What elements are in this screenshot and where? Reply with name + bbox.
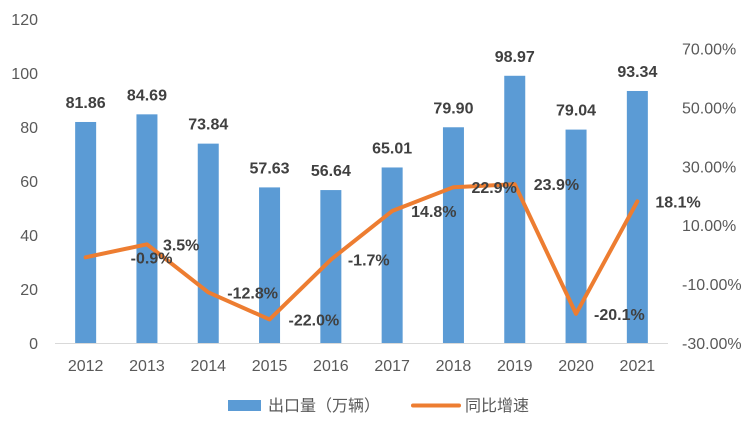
line-label-2018: 22.9% [471, 180, 516, 197]
left-y-axis: 0 20 40 60 80 100 120 [11, 12, 38, 353]
bar-2016 [320, 190, 342, 343]
x-tick-label: 2012 [68, 358, 104, 375]
x-tick-label: 2013 [129, 358, 165, 375]
line-label-2020: -20.1% [594, 307, 645, 324]
growth-rate-line [83, 182, 640, 322]
line-label-2017: 14.8% [411, 204, 456, 221]
left-tick-label: 100 [11, 66, 38, 83]
legend-bar-key [228, 400, 261, 411]
bar-label-2019: 98.97 [495, 49, 535, 66]
line-label-2012: -0.9% [131, 250, 173, 267]
left-tick-label: 20 [20, 282, 38, 299]
bar-data-labels: 81.86 84.69 73.84 57.63 56.64 65.01 79.90 98.97… [66, 49, 658, 180]
left-tick-label: 80 [20, 120, 38, 137]
legend-label-export-volume: 出口量（万辆） [268, 396, 380, 415]
line-label-2013: 3.5% [163, 237, 199, 254]
left-tick-label: 40 [20, 228, 38, 245]
bar-label-2013: 84.69 [127, 87, 167, 104]
bar-label-2018: 79.90 [433, 100, 473, 117]
x-tick-label: 2017 [374, 358, 410, 375]
right-tick-label: 10.00% [682, 218, 736, 235]
bar-2020 [565, 129, 587, 343]
line-label-2019: 23.9% [534, 177, 579, 194]
bar-label-2012: 81.86 [66, 95, 106, 112]
x-tick-label: 2020 [558, 358, 594, 375]
right-y-axis: -30.00% -10.00% 10.00% 30.00% 50.00% 70.00% [682, 41, 742, 353]
bar-2013 [136, 114, 158, 343]
line-data-labels: -0.9%3.5% -12.8% -22.0% -1.7% 14.8% 22.9% 23.9… [131, 177, 701, 329]
x-tick-label: 2019 [497, 358, 533, 375]
line-label-2014: -12.8% [227, 285, 278, 302]
bar-2012 [75, 121, 97, 343]
x-axis: 2012 2013 2014 2015 2016 2017 2018 2019 2020 2021 [68, 358, 655, 375]
bar-series [75, 75, 648, 344]
bar-label-2016: 56.64 [311, 163, 351, 180]
right-tick-label: 70.00% [682, 41, 736, 58]
bar-2015 [259, 187, 281, 343]
bar-label-2014: 73.84 [188, 117, 228, 134]
left-tick-label: 60 [20, 174, 38, 191]
left-tick-label: 0 [29, 336, 38, 353]
line-label-2021: 18.1% [655, 194, 700, 211]
bar-label-2020: 79.04 [556, 103, 596, 120]
bar-2017 [381, 167, 403, 343]
right-tick-label: -30.00% [682, 336, 742, 353]
bar-2021 [626, 90, 648, 343]
bar-label-2015: 57.63 [250, 160, 290, 177]
x-tick-label: 2014 [190, 358, 226, 375]
bar-2014 [197, 143, 219, 343]
right-tick-label: -10.00% [682, 277, 742, 294]
x-tick-label: 2016 [313, 358, 349, 375]
legend: 出口量（万辆） 同比增速 [228, 396, 529, 415]
bar-label-2017: 65.01 [372, 140, 412, 157]
x-tick-label: 2018 [436, 358, 472, 375]
bar-label-2021: 93.34 [617, 64, 657, 81]
legend-label-growth-rate: 同比增速 [465, 396, 529, 415]
line-label-2016: -1.7% [348, 253, 390, 270]
left-tick-label: 120 [11, 12, 38, 29]
bar-2018 [442, 127, 464, 344]
x-tick-label: 2021 [620, 358, 656, 375]
line-label-2015: -22.0% [289, 312, 340, 329]
bar-2019 [504, 75, 526, 343]
x-tick-label: 2015 [252, 358, 288, 375]
right-tick-label: 30.00% [682, 159, 736, 176]
right-tick-label: 50.00% [682, 100, 736, 117]
